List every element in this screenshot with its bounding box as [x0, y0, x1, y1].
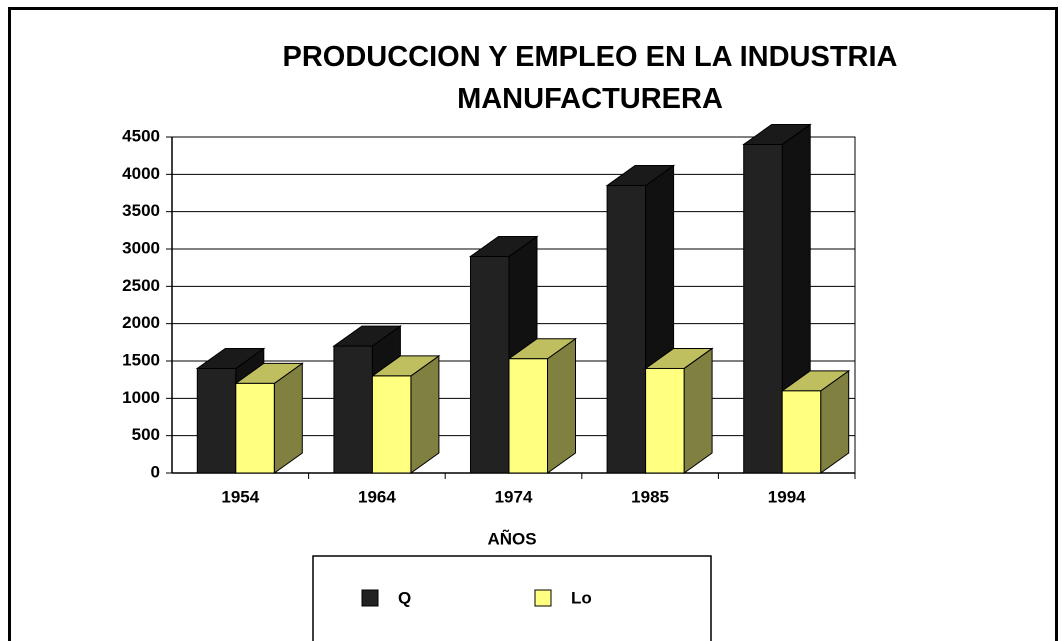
bar — [781, 390, 822, 474]
bar — [235, 382, 275, 474]
y-tick-label: 2500 — [122, 276, 160, 295]
x-axis-label: AÑOS — [487, 528, 536, 548]
x-tick-label: 1954 — [221, 487, 259, 506]
bar — [371, 375, 412, 474]
x-tick-label: 1964 — [358, 487, 396, 506]
y-tick-label: 1500 — [122, 350, 160, 369]
bar-side — [683, 347, 713, 474]
y-tick-label: 1000 — [122, 388, 160, 407]
x-tick-label: 1974 — [495, 487, 533, 506]
bar-side — [547, 337, 576, 474]
legend-swatch — [361, 589, 379, 607]
legend-box — [312, 555, 712, 641]
y-tick-label: 3000 — [122, 238, 160, 257]
bar — [508, 358, 548, 474]
legend-label: Q — [398, 588, 411, 607]
bar — [196, 367, 237, 474]
bar — [645, 367, 685, 474]
y-tick-label: 4500 — [122, 126, 160, 145]
bar — [333, 345, 373, 474]
y-tick-label: 3500 — [122, 201, 160, 220]
bar — [470, 255, 510, 474]
y-tick-label: 0 — [151, 462, 160, 481]
bar — [743, 143, 783, 474]
y-tick-label: 2000 — [122, 313, 160, 332]
chart-title: PRODUCCION Y EMPLEO EN LA INDUSTRIA MANU… — [282, 41, 898, 115]
legend-label: Lo — [571, 588, 592, 607]
chart-frame — [8, 7, 1058, 641]
y-tick-label: 4000 — [122, 164, 160, 183]
x-tick-label: 1994 — [768, 487, 806, 506]
bar — [606, 185, 647, 474]
legend-swatch — [534, 589, 552, 607]
x-tick-label: 1985 — [631, 487, 669, 506]
y-tick-label: 500 — [132, 425, 160, 444]
